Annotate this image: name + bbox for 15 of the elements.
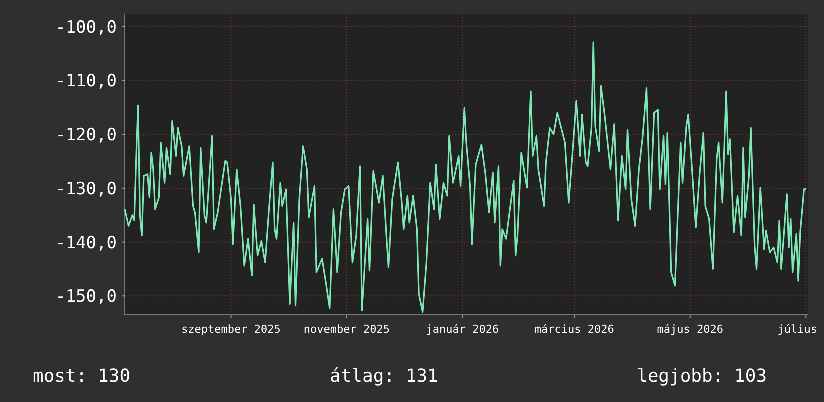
text: átlag: 131 [330, 366, 438, 387]
y-tick-label: -100,0 [56, 18, 117, 38]
text: most: 130 [33, 366, 131, 387]
x-tick-label: március 2026 [534, 323, 614, 336]
x-tick-label: szeptember 2025 [182, 323, 281, 336]
y-tick-label: -130,0 [56, 179, 117, 200]
x-tick-label: május 2026 [657, 323, 724, 336]
x-tick-label: november 2025 [304, 323, 390, 336]
text: legjobb: 103 [637, 366, 768, 387]
y-tick-label: -120,0 [56, 126, 117, 146]
x-tick-label: július [778, 323, 818, 336]
y-tick-label: -140,0 [56, 233, 117, 254]
y-tick-label: -110,0 [56, 72, 117, 92]
x-tick-label: január 2026 [426, 323, 500, 336]
y-tick-label: -150,0 [56, 287, 117, 308]
